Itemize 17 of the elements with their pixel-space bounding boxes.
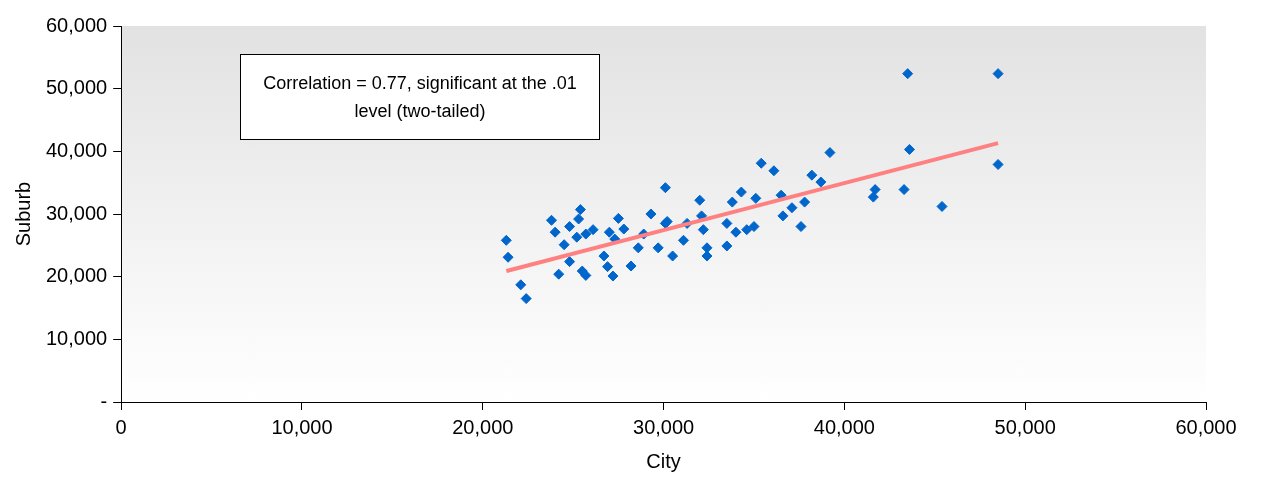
x-tick-label: 50,000 [994, 415, 1056, 438]
y-tick-label: 30,000 [46, 201, 108, 224]
y-tick-label: 60,000 [46, 13, 108, 36]
y-tick-label: 10,000 [46, 326, 108, 349]
x-tick-label: 40,000 [813, 415, 875, 438]
y-tick-label: - [100, 389, 108, 412]
x-tick-label: 10,000 [271, 415, 333, 438]
y-tick-label: 20,000 [46, 264, 108, 287]
x-tick-label: 30,000 [633, 415, 695, 438]
x-tick-label: 60,000 [1175, 415, 1237, 438]
y-tick-label: 50,000 [46, 76, 108, 99]
annotation: Correlation = 0.77, significant at the .01 level (two-tailed) [240, 54, 600, 140]
x-tick-label: 0 [115, 415, 127, 438]
x-tick-label: 20,000 [452, 415, 514, 438]
y-tick-label: 40,000 [46, 138, 108, 161]
x-axis-title: City [646, 449, 681, 472]
y-axis-title: Suburb [11, 181, 34, 247]
